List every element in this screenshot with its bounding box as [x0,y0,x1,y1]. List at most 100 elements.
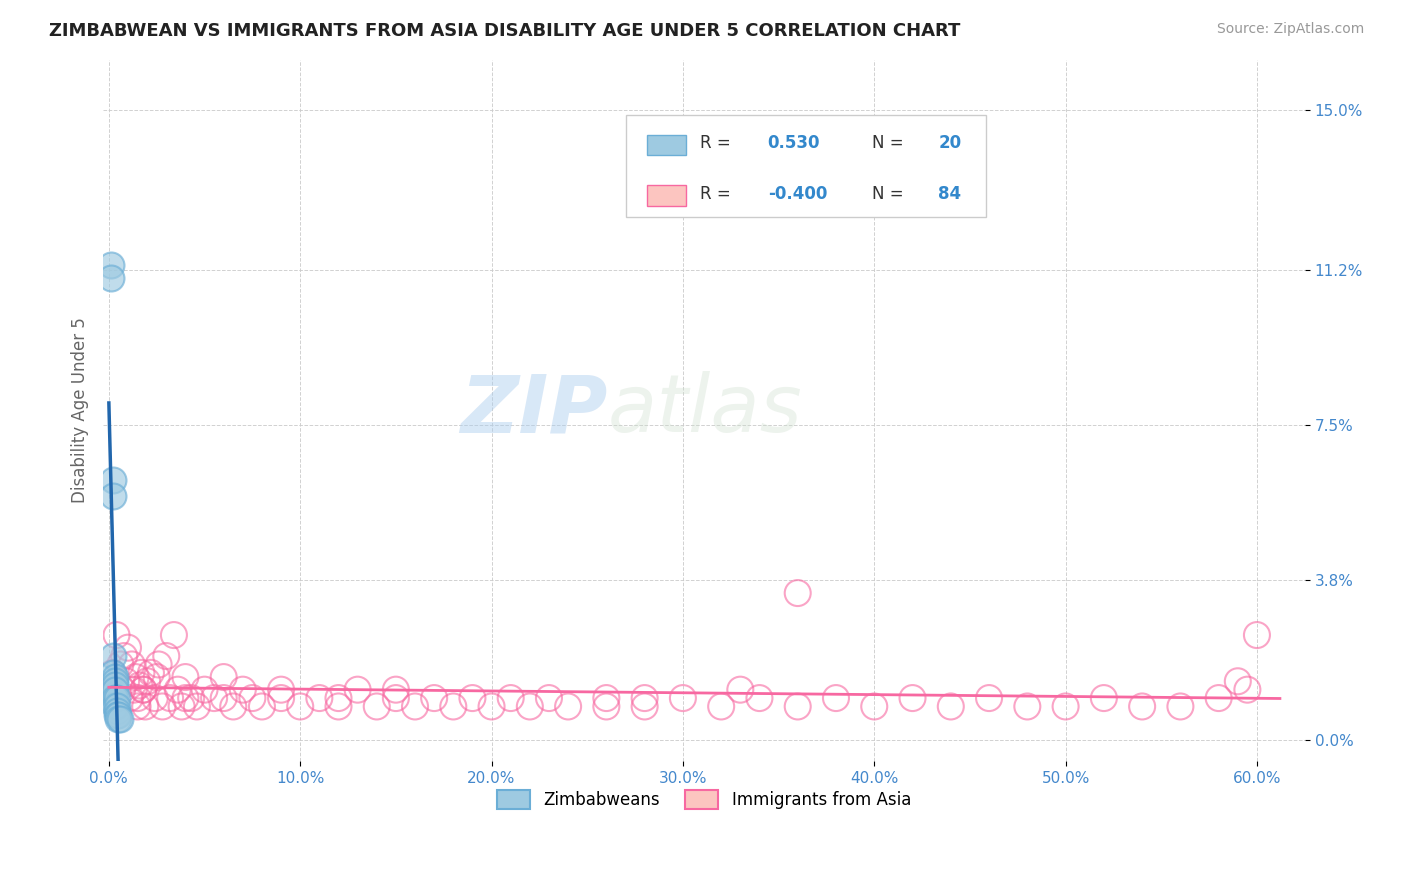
Point [1170,699,1192,714]
Point [180,691,202,706]
Point [232,682,254,697]
Point [328,691,350,706]
Point [132,682,155,697]
Point [633,691,655,706]
Point [1236,682,1258,697]
Point [121,657,143,672]
FancyBboxPatch shape [626,115,987,217]
Point [104,691,127,706]
Text: ZIP: ZIP [460,371,607,450]
Point [385,691,408,706]
Point [104,670,127,684]
Point [143,691,166,706]
Point [1226,674,1249,689]
Point [131,665,153,680]
Point [112,649,135,664]
Point [186,699,208,714]
Point [461,691,484,706]
Point [139,665,162,680]
Point [104,678,127,692]
Point [122,682,145,697]
Point [132,682,155,697]
Text: 84: 84 [938,186,962,203]
Point [117,640,139,655]
Point [115,674,138,689]
Point [155,649,177,664]
Point [499,691,522,706]
Point [939,699,962,714]
Point [174,670,197,684]
Text: ZIMBABWEAN VS IMMIGRANTS FROM ASIA DISABILITY AGE UNDER 5 CORRELATION CHART: ZIMBABWEAN VS IMMIGRANTS FROM ASIA DISAB… [49,22,960,40]
Text: N =: N = [872,135,910,153]
Point [105,699,128,714]
Point [748,691,770,706]
Point [250,699,273,714]
Point [290,699,312,714]
Point [270,682,292,697]
Point [202,691,225,706]
Point [977,691,1000,706]
Point [174,691,197,706]
Point [595,699,617,714]
Point [101,473,124,487]
Point [308,691,330,706]
Point [104,674,127,689]
Point [423,691,446,706]
Point [1092,691,1115,706]
Point [346,682,368,697]
Point [1017,699,1039,714]
Point [111,682,134,697]
Point [105,707,128,722]
Point [163,628,186,642]
Point [105,628,128,642]
Point [134,699,156,714]
Point [107,712,129,726]
Point [101,649,124,664]
Point [863,699,886,714]
Point [127,691,149,706]
Point [901,691,924,706]
Point [127,699,149,714]
Point [170,699,193,714]
Point [166,682,188,697]
Text: R =: R = [700,186,737,203]
Point [110,657,132,672]
Point [633,699,655,714]
Point [710,699,733,714]
Text: 20: 20 [938,135,962,153]
Point [101,665,124,680]
Point [100,271,122,285]
Point [104,682,127,697]
Text: 0.530: 0.530 [768,135,820,153]
FancyBboxPatch shape [648,186,686,205]
Text: Source: ZipAtlas.com: Source: ZipAtlas.com [1216,22,1364,37]
Text: -0.400: -0.400 [768,186,827,203]
Point [441,699,464,714]
Point [825,691,848,706]
Point [104,699,127,714]
FancyBboxPatch shape [648,135,686,154]
Point [136,674,159,689]
Point [242,691,264,706]
Point [481,699,503,714]
Point [519,699,541,714]
Point [385,682,408,697]
Point [672,691,695,706]
Point [110,712,132,726]
Point [128,678,150,692]
Point [101,665,124,680]
Point [366,699,388,714]
Point [148,657,170,672]
Point [105,704,128,718]
Point [105,691,128,706]
Point [101,682,124,697]
Point [222,699,245,714]
Point [270,691,292,706]
Point [1130,699,1153,714]
Point [159,691,181,706]
Point [786,699,808,714]
Point [595,691,617,706]
Point [193,682,215,697]
Point [1246,628,1268,642]
Point [1208,691,1230,706]
